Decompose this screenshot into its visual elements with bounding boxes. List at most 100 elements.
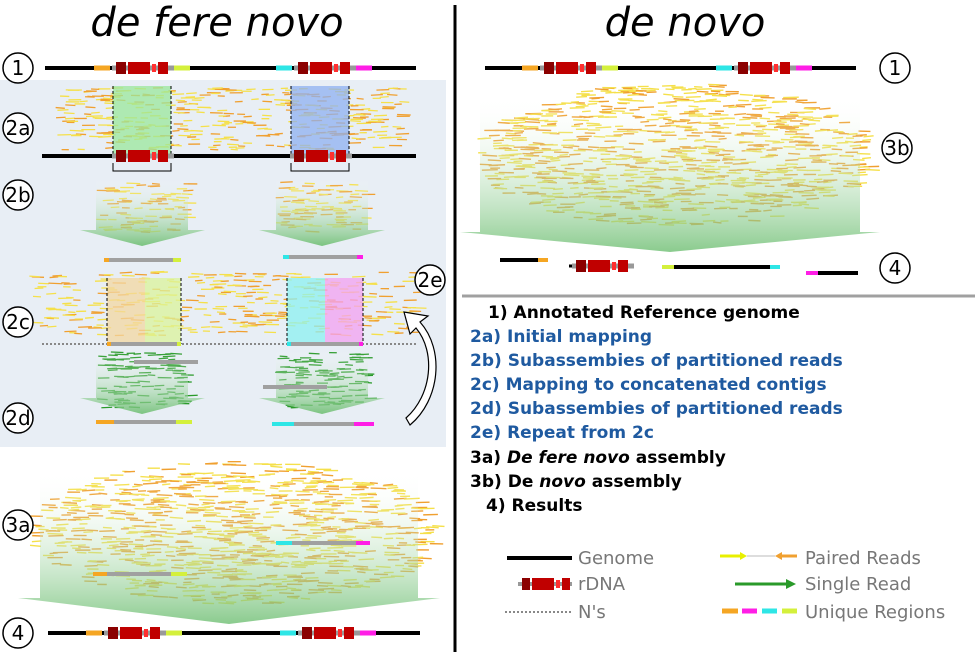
step-marker-3a: 3a [2,509,34,541]
paired-read [194,97,205,99]
contig-column-green [145,278,181,344]
paired-read [48,282,63,285]
paired-read [177,128,189,131]
step-label: 1 [12,56,25,80]
single-read [287,405,295,408]
contig-segment [674,265,770,269]
paired-read [709,85,725,88]
paired-read [228,318,237,321]
symbol-key: Genome rDNA N's Paired Reads Single Read [505,548,945,623]
step-marker-2d: 2d [2,402,34,434]
paired-read [197,281,206,284]
paired-read [387,330,400,333]
key-genome-label: Genome [578,548,654,569]
paired-read [300,465,315,468]
paired-read [186,92,197,95]
paired-read [863,135,874,138]
rdna-unit [294,62,356,74]
paired-read [257,127,268,130]
contig-3a-left [93,572,187,576]
contig-segment [359,342,363,346]
contig-segment [538,258,548,262]
paired-read [79,100,88,103]
step-marker-3b: 3b [881,132,913,164]
steps-legend: 1) Annotated Reference genome 2a) Initia… [470,303,843,516]
paired-read [274,132,283,135]
paired-read [270,465,283,468]
paired-read [246,315,260,318]
paired-read [57,109,69,111]
paired-read [212,124,226,127]
rdna-unit [298,627,360,639]
paired-read [632,92,644,95]
unique-region [166,630,182,636]
contig-segment [104,258,109,262]
contig-segment [107,342,111,346]
legend-item-2e: 2e) Repeat from 2c [470,423,654,443]
paired-read [275,103,286,106]
contig-segment [357,255,363,259]
rdna-column-highlight-left [113,86,171,156]
paired-read [251,98,259,101]
paired-read [373,114,388,117]
paired-read [352,275,366,278]
reference-genome-right [485,62,856,74]
paired-read [78,326,93,328]
paired-read [197,294,206,297]
contig-segment [176,420,192,424]
paired-read [230,148,238,151]
paired-read [85,106,96,109]
step-marker-4-right: 4 [879,252,911,284]
paired-read [178,134,192,137]
legend-item-1: 1) Annotated Reference genome [488,303,800,323]
contig-2d-fragment-left [134,360,198,364]
step-label: 3a [6,513,31,537]
unique-region [94,65,110,71]
paired-read [230,138,239,141]
paired-read [265,94,275,97]
contig-segment [114,420,176,424]
contig-2c-left [107,342,181,346]
result-contig-middle [662,265,780,269]
paired-read [172,129,180,132]
paired-read [64,117,76,120]
paired-read [258,134,271,137]
contig-2c-right [287,342,363,346]
paired-read [62,314,76,317]
paired-read [150,270,165,273]
paired-read [262,100,273,103]
paired-read [29,275,40,278]
paired-read [75,133,87,136]
step-label: 3b [884,136,909,160]
rdna-unit [112,62,174,74]
paired-read [227,143,239,146]
step-marker-1-right: 1 [879,52,911,84]
paired-read [262,114,272,117]
funnel-arrow-3b [460,95,880,252]
step-label: 2a [6,116,31,140]
contig-column-magenta [325,278,363,344]
unique-region [522,65,538,71]
paired-read [105,107,114,110]
legend-item-2c: 2c) Mapping to concatenated contigs [470,375,827,395]
paired-read [423,531,434,534]
paired-read [683,91,697,95]
step-label: 4 [889,256,902,280]
step-marker-1-left: 1 [2,52,34,84]
unique-region [360,630,376,636]
legend-item-3b: 3b) De novo assembly [470,472,682,492]
paired-read [221,123,230,126]
paired-read [399,100,410,103]
unique-region [796,65,812,71]
legend-item-2d: 2d) Subassembies of partitioned reads [470,399,843,419]
key-ns-label: N's [578,602,606,623]
paired-read [623,91,636,94]
unique-region [602,65,618,71]
rdna-unit [290,150,352,162]
contig-segment [107,572,171,576]
paired-read [351,137,360,140]
paired-read [696,90,709,93]
legend-item-4: 4) Results [486,496,582,516]
paired-read [862,139,872,142]
paired-read [646,91,657,94]
